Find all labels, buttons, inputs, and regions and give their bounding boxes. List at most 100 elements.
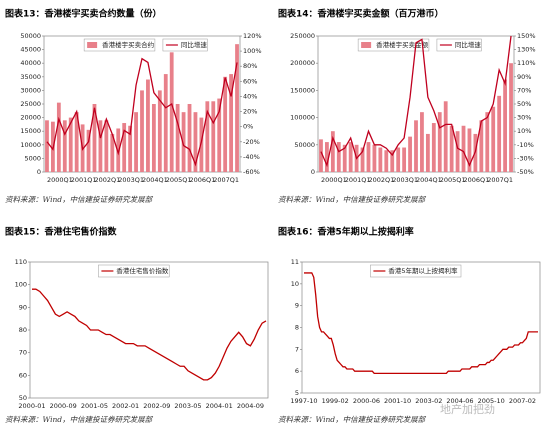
y-tick-label: 35000 <box>20 73 41 81</box>
bar <box>420 112 424 172</box>
y-tick-label: 70 <box>19 349 27 357</box>
bar <box>503 79 507 172</box>
source-note: 资料来源：Wind，中信建投证券研究发展部 <box>278 415 427 424</box>
y-tick-label: 100000 <box>290 114 315 122</box>
y-tick-label: 50000 <box>294 141 315 149</box>
source-note: 资料来源：Wind，中信建投证券研究发展部 <box>278 195 427 204</box>
y2-tick-label: 50% <box>517 100 531 108</box>
chart-title: 图表13：香港楼宇买卖合约数量（份） <box>5 8 162 20</box>
legend-label: 同比增速 <box>181 40 208 49</box>
bar <box>396 147 401 172</box>
legend-label: 同比增速 <box>455 40 482 49</box>
y2-tick-label: -10% <box>517 141 534 149</box>
x-tick-label: 2000Q1 <box>47 176 73 184</box>
bar <box>509 63 513 173</box>
y-tick-label: 6 <box>295 367 299 375</box>
bar <box>116 128 121 172</box>
y-tick-label: 40000 <box>20 59 41 67</box>
y-tick-label: 15000 <box>20 127 41 135</box>
bar <box>187 104 192 172</box>
bar <box>181 112 186 172</box>
bar <box>402 147 407 172</box>
bar <box>193 112 198 172</box>
y-tick-label: 11 <box>291 258 299 266</box>
y2-tick-label: 150% <box>517 32 536 40</box>
y-tick-label: 150000 <box>290 86 315 94</box>
x-tick-label: 2004Q1 <box>142 176 168 184</box>
y-tick-label: 50000 <box>20 32 41 40</box>
bar <box>104 120 109 172</box>
bar <box>467 128 472 172</box>
legend-label: 香港5年期以上按揭利率 <box>388 266 458 275</box>
y-tick-label: 8 <box>295 324 299 332</box>
x-tick-label: 2001-05 <box>81 402 108 410</box>
bar <box>199 117 204 172</box>
bar <box>372 144 377 172</box>
y-tick-label: 100 <box>15 281 27 289</box>
y-tick-label: 7 <box>295 345 299 353</box>
source-note: 资料来源：Wind，中信建投证券研究发展部 <box>5 195 154 204</box>
bar <box>110 133 115 172</box>
bar <box>128 125 133 172</box>
bar <box>443 101 448 172</box>
legend-box <box>370 264 462 278</box>
bar <box>330 131 335 172</box>
bar <box>229 74 233 172</box>
legend-box <box>357 38 430 52</box>
y2-tick-label: 100% <box>243 47 262 55</box>
y2-tick-label: -50% <box>517 168 534 176</box>
bar <box>449 125 454 172</box>
bar <box>497 95 502 172</box>
bar <box>205 101 210 172</box>
y-tick-label: 80 <box>19 326 27 334</box>
x-tick-label: 1999-02 <box>322 397 349 405</box>
y2-tick-label: 0% <box>243 123 253 131</box>
bar <box>98 120 103 172</box>
bar <box>169 52 174 172</box>
bar <box>425 133 430 172</box>
x-tick-label: 2001Q1 <box>71 176 97 184</box>
y-tick-label: 5000 <box>24 154 41 162</box>
bar <box>461 125 466 172</box>
bar <box>348 142 353 172</box>
line-series <box>320 35 512 168</box>
y2-tick-label: 40% <box>243 92 257 100</box>
x-tick-label: 2007Q1 <box>213 176 239 184</box>
line-series <box>304 272 538 374</box>
y-tick-label: 10 <box>291 280 299 288</box>
x-tick-label: 2002Q1 <box>368 176 394 184</box>
legend-swatch <box>87 42 98 48</box>
y2-tick-label: 80% <box>243 62 257 70</box>
line-series <box>32 288 267 381</box>
bar <box>68 117 73 172</box>
x-tick-label: 2005Q1 <box>440 176 466 184</box>
legend-label: 香港住宅售价指数 <box>116 266 168 275</box>
x-tick-label: 2006Q1 <box>464 176 490 184</box>
x-tick-label: 2004Q1 <box>416 176 442 184</box>
bar <box>325 142 329 172</box>
x-tick-label: 2001Q1 <box>345 176 371 184</box>
y2-tick-label: -20% <box>243 138 260 146</box>
bar <box>479 120 484 172</box>
y-tick-label: 90 <box>19 303 27 311</box>
y2-tick-label: 120% <box>243 32 262 40</box>
bar <box>366 142 371 172</box>
chart-title: 图表16：香港5年期以上按揭利率 <box>278 226 414 238</box>
x-tick-label: 2007Q1 <box>487 176 513 184</box>
y2-tick-label: 70% <box>517 86 531 94</box>
legend-box <box>436 38 482 52</box>
bar <box>414 120 418 172</box>
y-tick-label: 5 <box>295 389 299 397</box>
y2-tick-label: -60% <box>243 168 260 176</box>
bar <box>408 136 412 172</box>
y-tick-label: 9 <box>295 302 299 310</box>
x-tick-label: 1997-10 <box>290 397 317 405</box>
x-tick-label: 2003Q1 <box>118 176 144 184</box>
y2-tick-label: 130% <box>517 46 536 54</box>
bar <box>163 74 168 172</box>
legend-swatch <box>361 42 372 48</box>
bar <box>223 76 228 172</box>
x-tick-label: 2002-09 <box>143 402 170 410</box>
